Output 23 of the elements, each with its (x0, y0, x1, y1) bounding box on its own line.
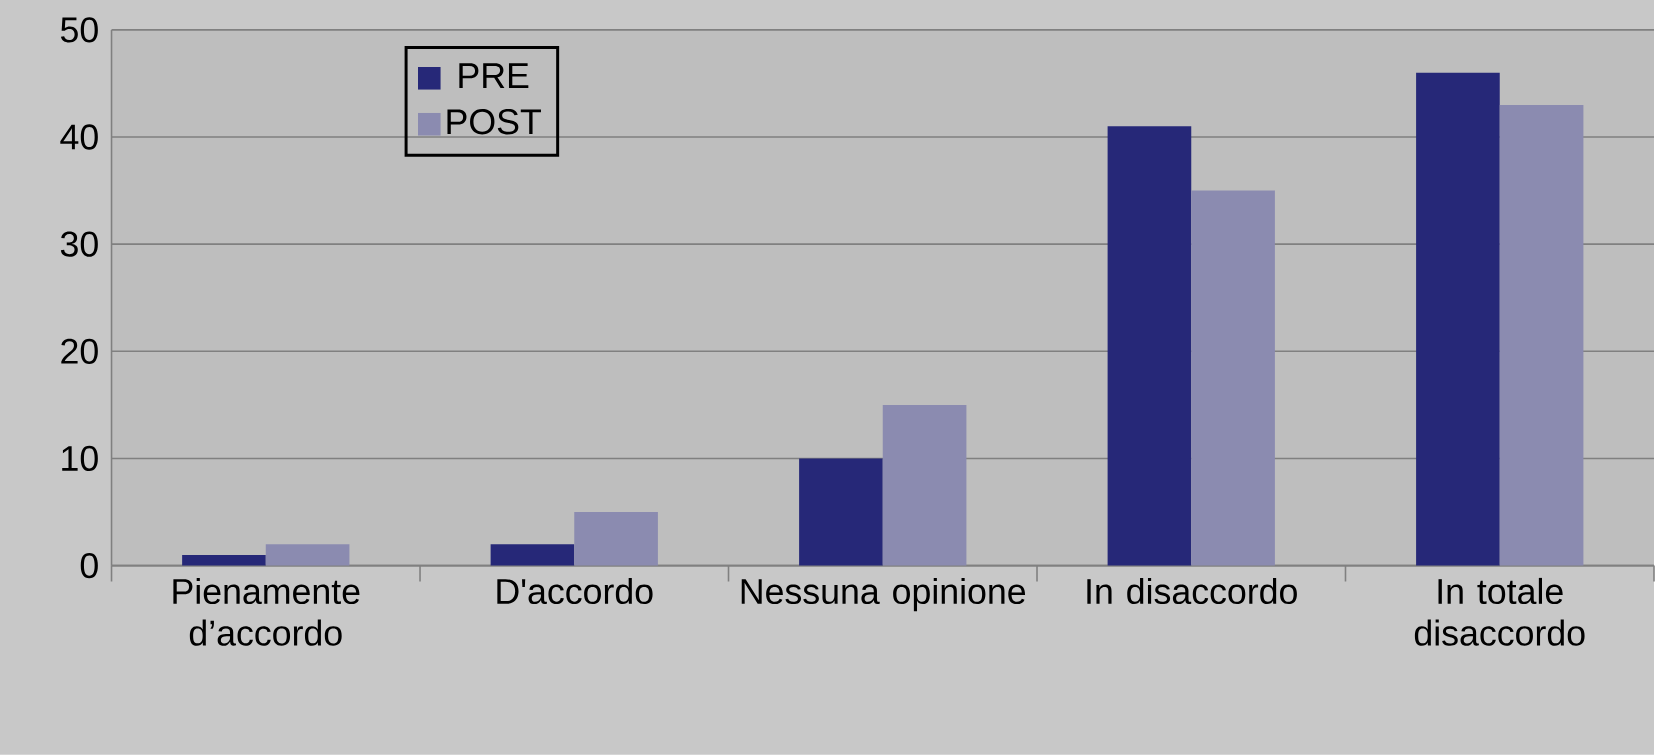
y-tick-label: 30 (60, 231, 98, 257)
bar (882, 404, 967, 566)
bar (574, 512, 658, 566)
y-tick-label: 10 (62, 445, 98, 472)
bar (799, 458, 883, 566)
bar (1191, 190, 1275, 566)
legend-label: PRE (459, 63, 529, 88)
y-tick-label: 0 (80, 553, 98, 579)
x-tick-label: Pienamente d’accordo (173, 577, 360, 646)
bar (265, 544, 350, 566)
x-tick-label: In disaccordo (1087, 577, 1297, 605)
y-tick-label: 20 (61, 338, 98, 365)
bar (1416, 72, 1500, 566)
y-tick-label: 50 (60, 17, 98, 43)
x-tick-label: D'accordo (497, 577, 653, 605)
bar (1107, 126, 1192, 566)
bar (1499, 104, 1584, 566)
legend-label: POST (447, 109, 541, 135)
x-tick-label: Nessuna opinione (741, 577, 1026, 612)
bar (490, 544, 575, 566)
x-tick-label: In totale disaccordo (1414, 577, 1585, 646)
bar (182, 554, 266, 566)
y-tick-label: 40 (60, 124, 98, 150)
